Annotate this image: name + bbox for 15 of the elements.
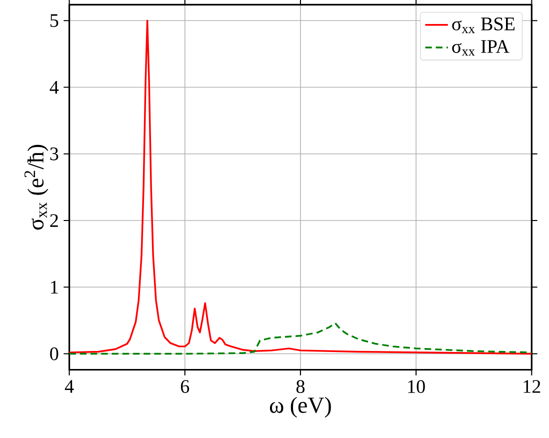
x-axis-title: ω (eV) — [270, 396, 331, 418]
legend-label: σ$_{xx}$ IPA — [452, 40, 510, 56]
y-tick-label: 2 — [50, 214, 58, 227]
y-tick-label: 0 — [50, 347, 58, 360]
x-tick-label: 6 — [180, 380, 190, 394]
y-tick-label: 5 — [50, 14, 58, 28]
x-tick-label: 4 — [64, 380, 74, 393]
x-tick-label: 8 — [296, 380, 305, 394]
x-tick-label: 10 — [408, 380, 425, 394]
x-tick-label: 12 — [524, 380, 540, 393]
y-tick-label: 4 — [50, 81, 59, 94]
legend-label: σ$_{xx}$ BSE — [452, 18, 515, 34]
y-tick-label: 1 — [51, 280, 58, 294]
y-tick-label: 3 — [50, 148, 58, 160]
y-axis-title: σ$_{xx}$ (e$^{2}$/ħ) — [24, 145, 48, 230]
